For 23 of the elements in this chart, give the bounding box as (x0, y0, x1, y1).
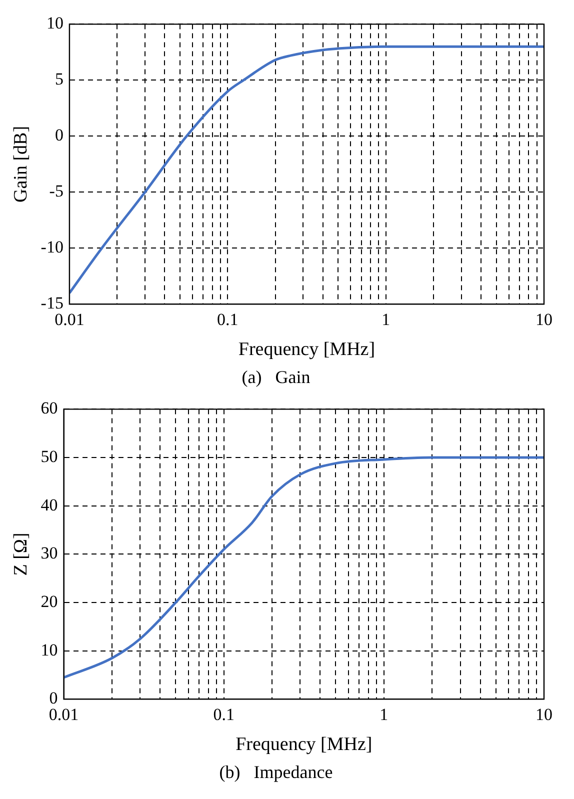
y-tick-label: 0 (54, 126, 64, 145)
x-axis-title: Frequency [MHz] (238, 338, 376, 360)
x-tick-label: 1 (382, 310, 390, 329)
x-tick-label: 0.1 (213, 704, 234, 724)
x-tick-label: 0.1 (217, 310, 238, 329)
text: (b) Impedance (219, 762, 333, 782)
y-tick-label: 60 (40, 398, 58, 418)
y-tick-label: 30 (40, 544, 58, 563)
y-tick-label: 10 (46, 14, 64, 33)
x-tick-label: 1 (380, 704, 388, 724)
x-tick-label: 10 (536, 704, 552, 724)
y-tick-label: 20 (40, 592, 58, 611)
y-tick-label: 10 (40, 640, 58, 660)
text: (a) Gain (242, 366, 310, 387)
x-tick-label: 10 (536, 310, 552, 329)
y-tick-label: 5 (54, 70, 64, 89)
y-axis-title: Z [Ω] (10, 532, 32, 576)
y-tick-label: -5 (49, 182, 64, 201)
y-tick-label: -10 (40, 238, 64, 257)
x-axis-title: Frequency [MHz] (236, 734, 372, 755)
y-axis-title: Gain [dB] (10, 126, 32, 202)
y-tick-label: 50 (40, 447, 58, 466)
y-tick-label: 40 (40, 495, 58, 514)
